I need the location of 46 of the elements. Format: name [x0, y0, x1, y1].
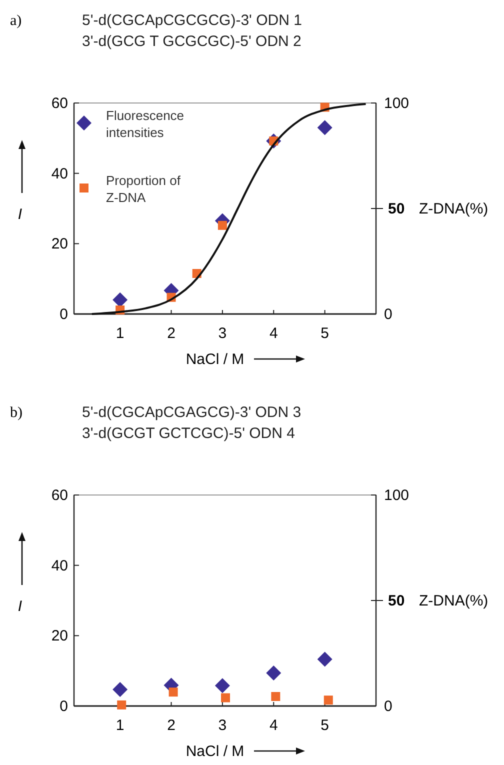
y-tick-label: 60	[51, 487, 68, 504]
y-tick-label: 20	[51, 236, 68, 253]
x-axis-title: NaCl / M	[186, 351, 244, 368]
x-tick-label: 2	[167, 717, 176, 734]
y-tick-label: 60	[51, 95, 68, 112]
point	[218, 220, 227, 230]
x-tick-label: 3	[218, 325, 227, 342]
y-axis-title: I	[18, 598, 22, 615]
x-tick-label: 3	[218, 717, 227, 734]
line-series	[90, 103, 367, 315]
x-tick-label: 1	[116, 325, 124, 342]
y-tick-label: 0	[60, 306, 68, 323]
y2-tick-label: 50	[388, 200, 405, 218]
legend-label: Proportion of Z-DNA	[106, 173, 181, 205]
y-axis-title: I	[18, 206, 22, 223]
y2-axis-title: Z-DNA(%)	[419, 592, 488, 610]
y-tick-label: 40	[51, 557, 68, 574]
y-tick-label: 20	[51, 628, 68, 645]
y2-axis-title: Z-DNA(%)	[419, 200, 488, 218]
text: 5'-d(CGCApCGCGCG)-3' ODN 1	[82, 12, 302, 29]
x-tick-label: 5	[320, 717, 329, 734]
y2-tick-label: 100	[384, 95, 410, 112]
point	[112, 682, 128, 697]
y-tick-label: 40	[51, 165, 68, 182]
text: 3'-d(GCG T GCGCGC)-5' ODN 2	[82, 33, 302, 50]
y2-tick-label: 100	[384, 487, 410, 504]
y-tick-label: 0	[60, 698, 68, 715]
point	[317, 120, 332, 136]
y2-tick-label: 50	[388, 592, 405, 610]
y2-tick-label: 0	[384, 306, 392, 323]
x-tick-label: 5	[320, 325, 329, 342]
point	[214, 678, 230, 694]
text: 3'-d(GCGT GCTCGC)-5' ODN 4	[82, 425, 295, 442]
x-tick-label: 1	[116, 717, 124, 734]
point	[112, 292, 128, 308]
x-tick-label: 2	[167, 325, 176, 342]
text: 5'-d(CGCApCGAGCG)-3' ODN 3	[82, 404, 302, 421]
x-axis-title: NaCl / M	[186, 743, 244, 760]
point	[266, 665, 282, 680]
y2-tick-label: 0	[384, 698, 392, 715]
x-tick-label: 4	[269, 717, 278, 734]
chart-title: b)	[10, 405, 22, 421]
point	[317, 652, 332, 667]
chart-title: a)	[10, 13, 22, 29]
x-tick-label: 4	[269, 325, 278, 342]
legend-label: Fluorescence intensities	[106, 108, 184, 140]
